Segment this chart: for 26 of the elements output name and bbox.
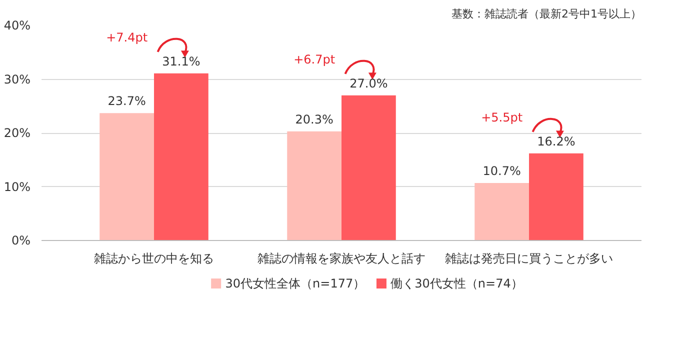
bar <box>474 182 529 240</box>
legend-label: 働く30代女性（n=74） <box>390 276 523 290</box>
y-tick-label: 0% <box>11 234 31 248</box>
data-label: 31.1% <box>162 54 200 68</box>
data-label: 20.3% <box>295 112 334 126</box>
y-tick-label: 30% <box>4 72 30 86</box>
bar <box>342 95 396 240</box>
data-label: 16.2% <box>537 134 576 148</box>
data-label: 10.7% <box>482 164 521 178</box>
x-tick-label: 雑誌から世の中を知る <box>94 252 214 266</box>
text: 基数：雑誌読者（最新2号中1号以上） <box>452 8 642 20</box>
data-label: 23.7% <box>108 94 146 108</box>
y-tick-label: 40% <box>4 18 30 32</box>
annotation: +7.4pt <box>106 30 148 44</box>
x-tick-label: 雑誌の情報を家族や友人と話す <box>258 252 426 266</box>
bar <box>287 131 342 240</box>
bar <box>154 73 208 240</box>
bar <box>529 153 584 240</box>
y-tick-label: 20% <box>4 126 30 140</box>
bar <box>100 113 154 240</box>
legend-label: 30代女性全体（n=177） <box>225 276 366 290</box>
annotation: +5.5pt <box>481 110 523 125</box>
y-tick-label: 10% <box>4 180 30 194</box>
x-tick-label: 雑誌は発売日に買うことが多い <box>445 252 613 266</box>
annotation: +6.7pt <box>294 52 336 66</box>
data-label: 27.0% <box>350 76 388 90</box>
